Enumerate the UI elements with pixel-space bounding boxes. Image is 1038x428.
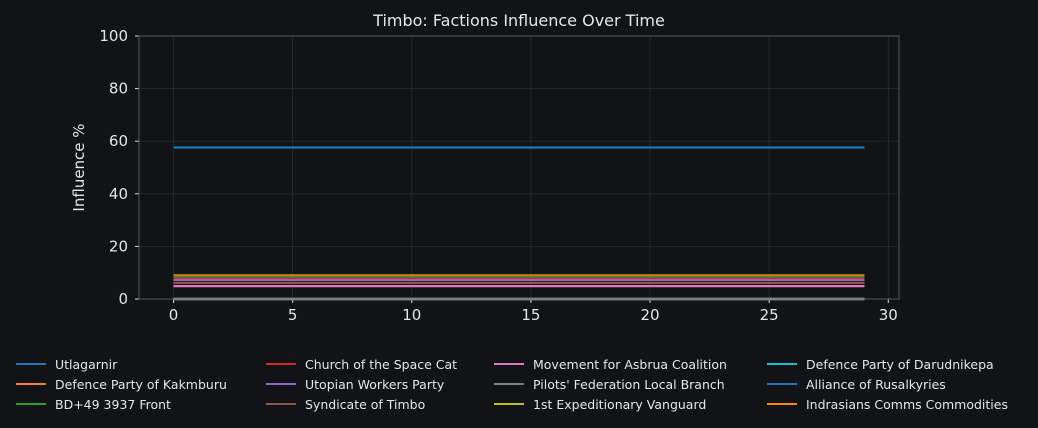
x-tick-label: 25 (760, 306, 779, 324)
chart-title: Timbo: Factions Influence Over Time (372, 11, 665, 30)
legend-swatch (266, 363, 296, 365)
legend-label: 1st Expeditionary Vanguard (533, 396, 707, 412)
y-tick-label: 100 (99, 27, 128, 45)
legend-label: Church of the Space Cat (305, 356, 458, 372)
x-tick-label: 15 (521, 306, 540, 324)
y-tick-label: 40 (109, 185, 128, 203)
legend-label: BD+49 3937 Front (55, 396, 171, 412)
legend-item: BD+49 3937 Front (16, 395, 266, 413)
legend-item: Movement for Asbrua Coalition (494, 355, 767, 373)
legend-swatch (494, 383, 524, 385)
legend: Utlagarnir Church of the Space Cat Movemen… (16, 355, 1027, 413)
legend-swatch (16, 363, 46, 365)
legend-label: Syndicate of Timbo (305, 396, 426, 412)
legend-label: Utopian Workers Party (305, 376, 445, 392)
legend-item: Pilots' Federation Local Branch (494, 375, 767, 393)
x-tick-label: 5 (288, 306, 298, 324)
legend-swatch (16, 403, 46, 405)
legend-swatch (494, 363, 524, 365)
legend-swatch (494, 403, 524, 405)
legend-label: Indrasians Comms Commodities (806, 396, 1008, 412)
y-tick-label: 20 (109, 237, 128, 255)
legend-swatch (767, 363, 797, 365)
y-tick-label: 60 (109, 132, 128, 150)
y-tick-label: 0 (118, 290, 128, 308)
chart: 0 5 10 15 20 25 30 0 20 40 60 80 100 Timbo: Factions … (70, 11, 900, 324)
legend-swatch (767, 383, 797, 385)
legend-item: Church of the Space Cat (266, 355, 494, 373)
x-tick-label: 30 (879, 306, 898, 324)
legend-label: Alliance of Rusalkyries (806, 376, 946, 392)
x-tick-label: 0 (169, 306, 179, 324)
legend-item: Indrasians Comms Commodities (767, 395, 1027, 413)
legend-label: Movement for Asbrua Coalition (533, 356, 727, 372)
x-tick-label: 20 (640, 306, 659, 324)
legend-swatch (16, 383, 46, 385)
legend-item: Utopian Workers Party (266, 375, 494, 393)
plot-frame (138, 35, 900, 300)
legend-item: Utlagarnir (16, 355, 266, 373)
legend-item: 1st Expeditionary Vanguard (494, 395, 767, 413)
legend-label: Utlagarnir (55, 356, 118, 372)
legend-swatch (266, 403, 296, 405)
legend-item: Syndicate of Timbo (266, 395, 494, 413)
legend-label: Pilots' Federation Local Branch (533, 376, 725, 392)
legend-swatch (266, 383, 296, 385)
legend-label: Defence Party of Darudnikepa (806, 356, 994, 372)
legend-item: Defence Party of Darudnikepa (767, 355, 1027, 373)
legend-label: Defence Party of Kakmburu (55, 376, 227, 392)
legend-item: Defence Party of Kakmburu (16, 375, 266, 393)
x-tick-label: 10 (402, 306, 421, 324)
legend-swatch (767, 403, 797, 405)
y-tick-label: 80 (109, 80, 128, 98)
legend-item: Alliance of Rusalkyries (767, 375, 1027, 393)
y-axis-label: Influence % (70, 123, 88, 211)
